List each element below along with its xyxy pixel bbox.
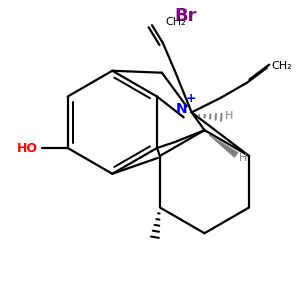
- Text: Br: Br: [174, 7, 197, 25]
- Text: H: H: [225, 111, 234, 121]
- Text: H: H: [239, 153, 248, 163]
- Text: +: +: [185, 92, 196, 105]
- Text: CH₂: CH₂: [272, 61, 292, 71]
- Text: N: N: [176, 102, 188, 116]
- Text: CH₂: CH₂: [166, 17, 187, 27]
- Text: HO: HO: [17, 142, 38, 154]
- Polygon shape: [209, 135, 238, 157]
